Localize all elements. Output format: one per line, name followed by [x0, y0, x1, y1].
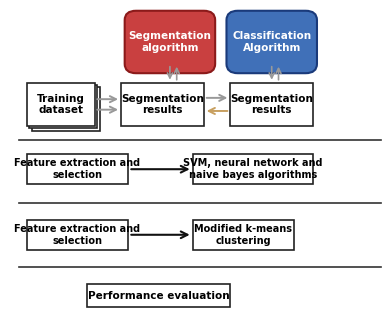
FancyBboxPatch shape: [32, 87, 100, 131]
Text: Feature extraction and
selection: Feature extraction and selection: [14, 158, 141, 180]
FancyBboxPatch shape: [27, 154, 128, 184]
FancyBboxPatch shape: [27, 220, 128, 249]
Text: Training
dataset: Training dataset: [37, 94, 85, 115]
Text: Modified k-means
clustering: Modified k-means clustering: [195, 224, 292, 246]
FancyBboxPatch shape: [87, 284, 230, 307]
Text: Segmentation
algorithm: Segmentation algorithm: [128, 31, 211, 53]
FancyBboxPatch shape: [193, 220, 294, 249]
FancyBboxPatch shape: [29, 85, 97, 129]
Text: Segmentation
results: Segmentation results: [230, 94, 313, 115]
Text: Performance evaluation: Performance evaluation: [88, 291, 229, 301]
Text: Classification
Algorithm: Classification Algorithm: [232, 31, 311, 53]
Text: Segmentation
results: Segmentation results: [121, 94, 204, 115]
FancyBboxPatch shape: [125, 11, 215, 73]
Text: Feature extraction and
selection: Feature extraction and selection: [14, 224, 141, 246]
FancyBboxPatch shape: [27, 83, 94, 126]
FancyBboxPatch shape: [193, 154, 313, 184]
FancyBboxPatch shape: [227, 11, 317, 73]
FancyBboxPatch shape: [230, 83, 313, 126]
Text: SVM, neural network and
naive bayes algorithms: SVM, neural network and naive bayes algo…: [183, 158, 323, 180]
FancyBboxPatch shape: [121, 83, 204, 126]
